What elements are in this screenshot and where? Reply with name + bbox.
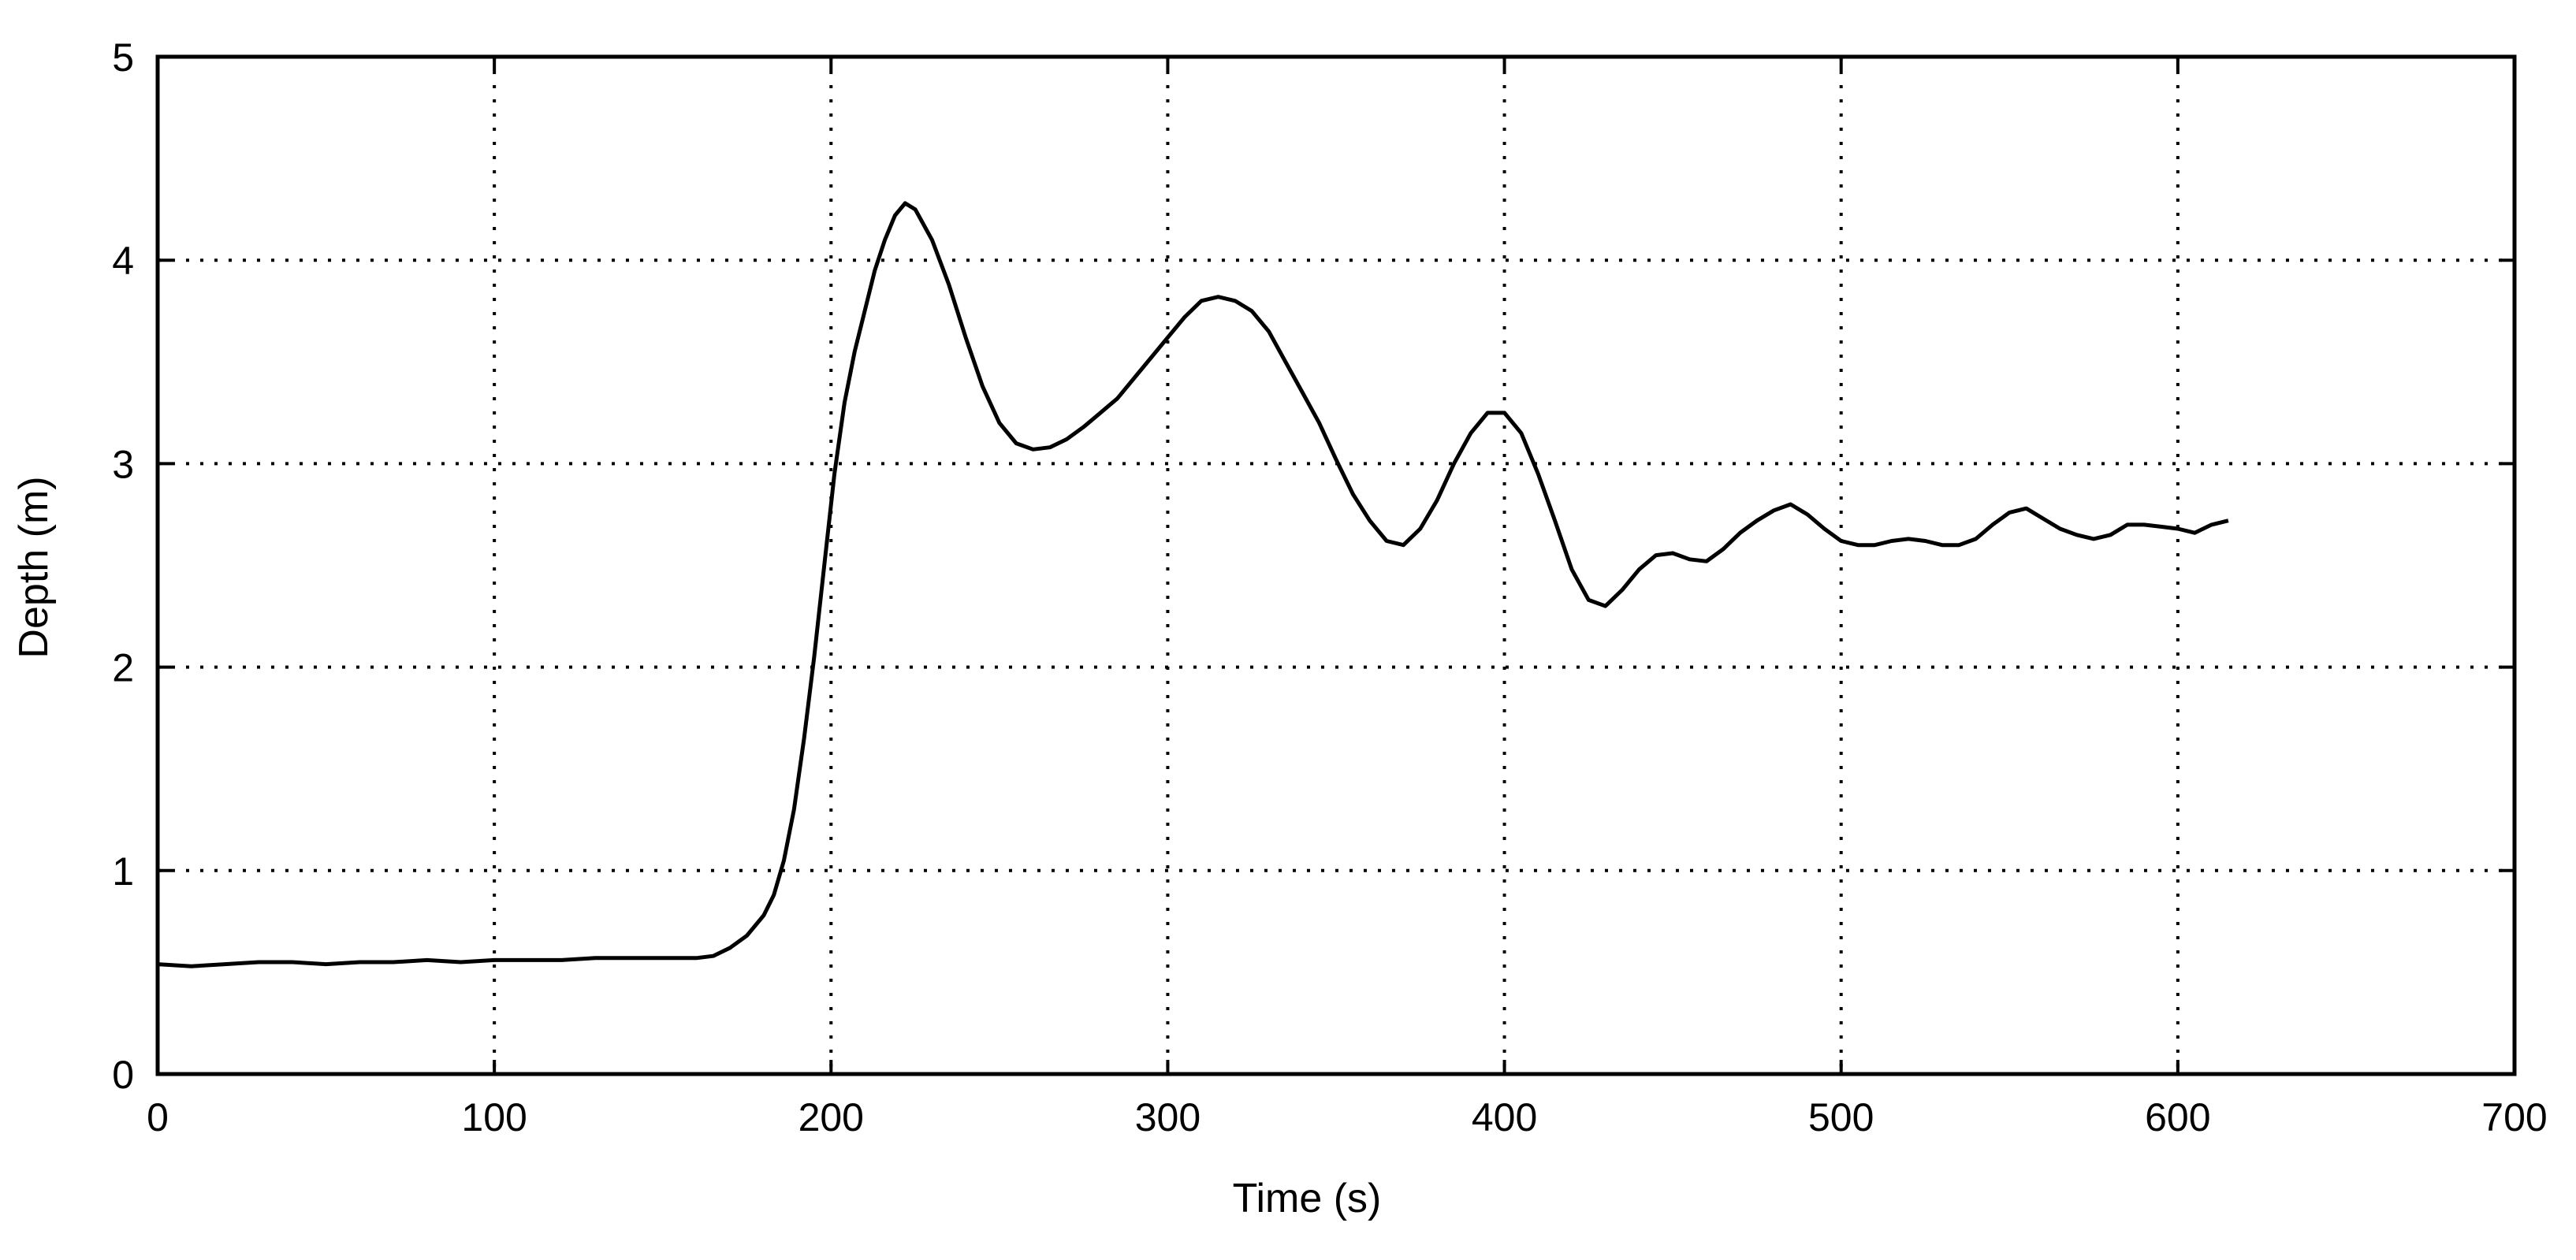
x-axis-label: Time (s) <box>1233 1176 1382 1221</box>
plot-frame <box>155 54 2517 1076</box>
x-tick-label: 300 <box>1135 1095 1201 1139</box>
y-tick-label: 1 <box>112 849 134 894</box>
depth-series-line <box>157 201 2229 968</box>
y-tick-label: 5 <box>112 35 134 80</box>
x-tick-label: 600 <box>2145 1095 2210 1139</box>
y-tick-label: 3 <box>112 442 134 486</box>
y-tick-label: 4 <box>112 239 134 283</box>
y-tick-label: 2 <box>112 646 134 690</box>
series-group <box>157 201 2229 968</box>
tick-labels: 0 100 200 300 400 500 600 700 0 1 2 3 4 5 <box>112 35 2548 1139</box>
x-tick-label: 200 <box>798 1095 864 1139</box>
x-tick-label: 100 <box>461 1095 527 1139</box>
x-tick-label: 700 <box>2481 1095 2547 1139</box>
y-tick-label: 0 <box>112 1053 134 1097</box>
x-tick-label: 400 <box>1472 1095 1537 1139</box>
y-axis-label: Depth (m) <box>11 476 57 658</box>
x-tick-label: 0 <box>147 1095 169 1139</box>
x-tick-label: 500 <box>1808 1095 1874 1139</box>
